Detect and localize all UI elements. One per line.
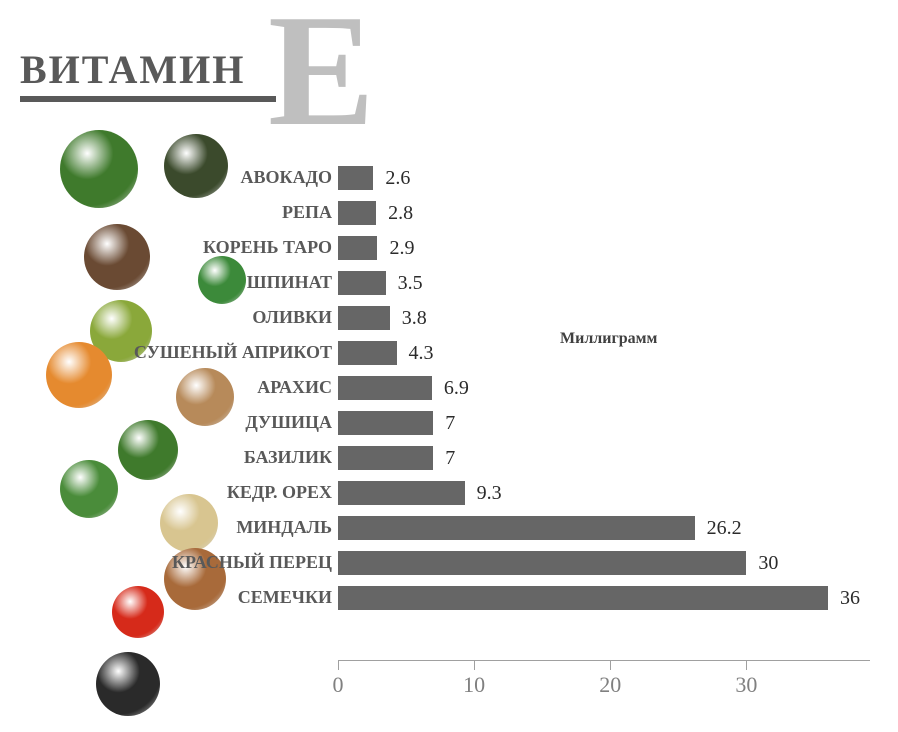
x-axis-tick — [746, 660, 747, 670]
bar — [338, 201, 376, 225]
bar — [338, 516, 695, 540]
row-label: ОЛИВКИ — [252, 307, 332, 328]
row-label: АВОКАДО — [241, 167, 332, 188]
bar — [338, 236, 377, 260]
bar — [338, 271, 386, 295]
bar — [338, 446, 433, 470]
title-word: ВИТАМИН — [20, 46, 245, 93]
bar-value: 3.5 — [398, 272, 423, 295]
bar — [338, 551, 746, 575]
avocado-icon — [164, 134, 228, 198]
unit-label: Миллиграмм — [560, 330, 657, 348]
apricot-icon — [46, 342, 112, 408]
x-axis-label: 30 — [726, 672, 766, 698]
row-label: КЕДР. ОРЕХ — [227, 482, 332, 503]
row-label: РЕПА — [282, 202, 332, 223]
bar-value: 9.3 — [477, 482, 502, 505]
bar — [338, 376, 432, 400]
bar-value: 4.3 — [409, 342, 434, 365]
bar-value: 36 — [840, 587, 860, 610]
title-underline — [20, 96, 276, 102]
x-axis-label: 0 — [318, 672, 358, 698]
bar-value: 3.8 — [402, 307, 427, 330]
bar — [338, 586, 828, 610]
bar — [338, 166, 373, 190]
pinenut-icon — [160, 494, 218, 552]
bar — [338, 411, 433, 435]
title-letter: Е — [268, 0, 375, 150]
row-label: СЕМЕЧКИ — [238, 587, 332, 608]
bar-value: 6.9 — [444, 377, 469, 400]
x-axis-line — [338, 660, 870, 661]
redpepper-icon — [112, 586, 164, 638]
bar-value: 7 — [445, 447, 455, 470]
row-label: БАЗИЛИК — [244, 447, 332, 468]
peanut-icon — [176, 368, 234, 426]
basil-icon — [60, 460, 118, 518]
chart-stage: ВИТАМИН Е Миллиграмм АВОКАДО 2.6 РЕПА 2.8 КОРЕН… — [0, 0, 898, 732]
spinach-icon — [198, 256, 246, 304]
row-label: ШПИНАТ — [247, 272, 332, 293]
seeds-icon — [96, 652, 160, 716]
row-label: ДУШИЦА — [245, 412, 332, 433]
bar-value: 30 — [758, 552, 778, 575]
row-label: МИНДАЛЬ — [236, 517, 332, 538]
oregano-icon — [118, 420, 178, 480]
bar — [338, 481, 465, 505]
x-axis-tick — [338, 660, 339, 670]
bar-value: 26.2 — [707, 517, 742, 540]
x-axis-tick — [610, 660, 611, 670]
bar-value: 2.8 — [388, 202, 413, 225]
row-label: КРАСНЫЙ ПЕРЕЦ — [172, 552, 332, 573]
greens-icon — [60, 130, 138, 208]
x-axis-label: 10 — [454, 672, 494, 698]
row-label: СУШЕНЫЙ АПРИКОТ — [134, 342, 332, 363]
x-axis-label: 20 — [590, 672, 630, 698]
bar-value: 2.9 — [389, 237, 414, 260]
row-label: АРАХИС — [257, 377, 332, 398]
bar — [338, 341, 397, 365]
bar-value: 7 — [445, 412, 455, 435]
row-label: КОРЕНЬ ТАРО — [203, 237, 332, 258]
x-axis-tick — [474, 660, 475, 670]
bar-value: 2.6 — [385, 167, 410, 190]
taro-icon — [84, 224, 150, 290]
bar — [338, 306, 390, 330]
